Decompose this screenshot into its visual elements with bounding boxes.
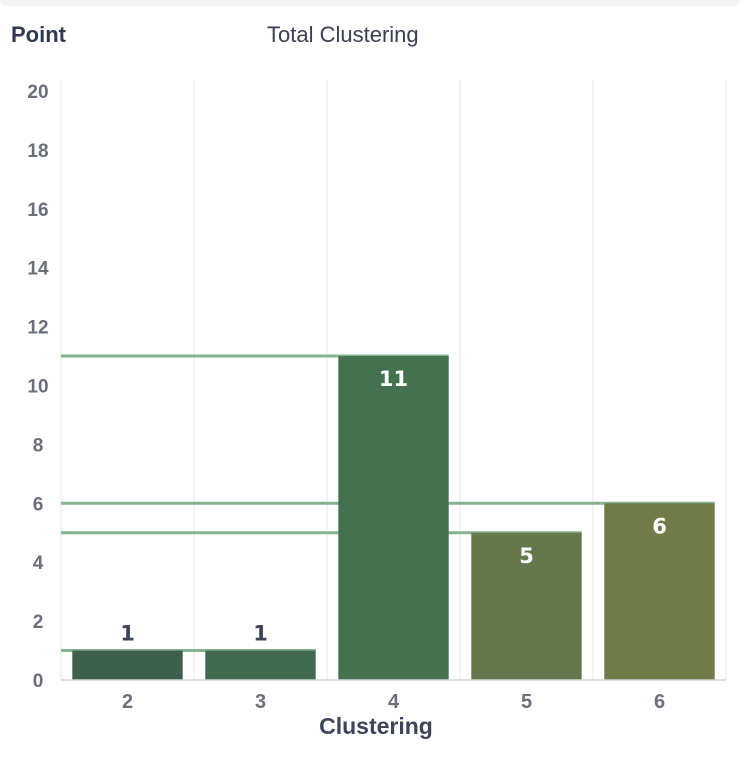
bar-2[interactable] bbox=[72, 650, 183, 680]
y-tick-label: 18 bbox=[27, 141, 48, 162]
y-tick-label: 8 bbox=[33, 435, 44, 456]
x-axis-title: Clustering bbox=[319, 713, 433, 739]
data-label: 6 bbox=[652, 514, 667, 538]
bar-3[interactable] bbox=[205, 650, 316, 680]
top-strip bbox=[0, 0, 740, 6]
y-tick-label: 4 bbox=[33, 553, 44, 574]
y-tick-label: 20 bbox=[27, 82, 48, 103]
y-axis-ticks: 0 2 4 6 8 10 12 14 16 18 20 bbox=[27, 82, 49, 692]
x-axis-ticks: 2 3 4 5 6 bbox=[122, 691, 665, 713]
x-tick-label: 2 bbox=[122, 691, 133, 713]
y-tick-label: 2 bbox=[33, 612, 44, 633]
bar-5[interactable] bbox=[471, 532, 582, 680]
data-label: 11 bbox=[379, 367, 408, 391]
data-label: 5 bbox=[519, 544, 534, 568]
grid-lines bbox=[60, 80, 727, 680]
data-label: 1 bbox=[120, 622, 135, 646]
x-tick-label: 6 bbox=[654, 691, 665, 713]
x-tick-label: 4 bbox=[388, 691, 400, 713]
x-tick-label: 3 bbox=[255, 691, 266, 713]
y-tick-label: 6 bbox=[33, 494, 44, 515]
bars bbox=[72, 356, 715, 680]
y-axis-title: Point bbox=[11, 22, 66, 47]
bar-4[interactable] bbox=[338, 356, 449, 680]
y-tick-label: 0 bbox=[33, 671, 44, 692]
y-tick-label: 16 bbox=[27, 200, 48, 221]
x-tick-label: 5 bbox=[521, 691, 532, 713]
bar-6[interactable] bbox=[604, 503, 715, 680]
chart-title: Total Clustering bbox=[267, 22, 419, 47]
y-tick-label: 10 bbox=[27, 377, 48, 398]
y-tick-label: 14 bbox=[27, 259, 49, 280]
data-label: 1 bbox=[253, 622, 268, 646]
y-tick-label: 12 bbox=[27, 318, 48, 339]
